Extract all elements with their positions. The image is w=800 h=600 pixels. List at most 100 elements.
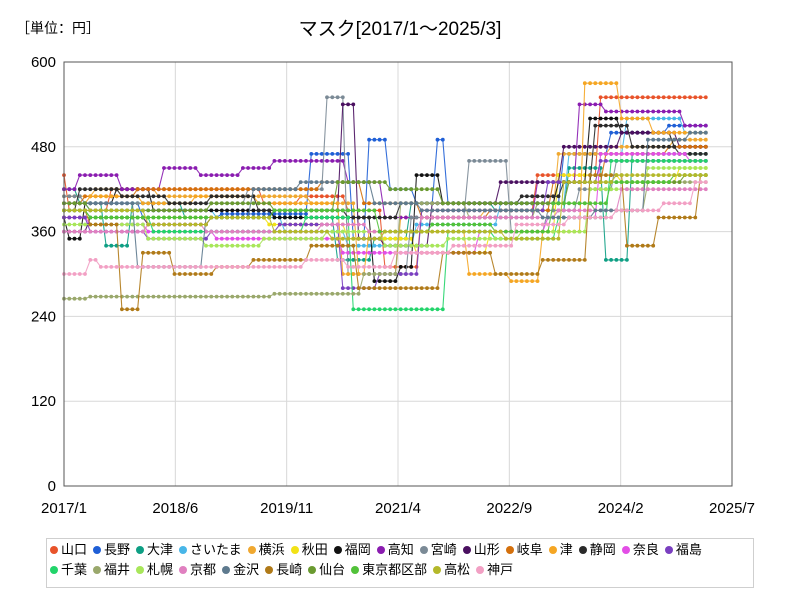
series-point xyxy=(325,243,329,248)
series-point xyxy=(604,215,608,220)
series-point xyxy=(183,222,187,227)
series-point xyxy=(109,194,114,199)
legend-label: 高知 xyxy=(387,542,414,557)
series-point xyxy=(461,236,466,241)
series-point xyxy=(230,236,235,241)
series-point xyxy=(614,159,619,163)
series-point xyxy=(667,173,671,178)
series-point xyxy=(693,137,698,142)
series-point xyxy=(104,229,108,234)
series-point xyxy=(219,229,224,234)
series-point xyxy=(572,152,577,156)
series-point xyxy=(435,222,440,227)
series-point xyxy=(120,215,124,220)
series-point xyxy=(451,236,456,241)
series-point xyxy=(120,265,124,269)
series-point xyxy=(667,95,671,100)
series-point xyxy=(277,194,282,199)
series-point xyxy=(114,294,119,299)
series-point xyxy=(304,212,308,216)
series-point xyxy=(235,173,240,178)
series-point xyxy=(393,201,398,206)
series-point xyxy=(198,194,203,199)
series-point xyxy=(214,208,219,213)
series-point xyxy=(377,265,382,269)
series-point xyxy=(688,130,692,135)
series-point xyxy=(651,173,656,178)
series-point xyxy=(188,294,193,299)
series-point xyxy=(556,222,561,227)
series-point xyxy=(262,212,266,216)
series-point xyxy=(262,236,266,241)
series-point xyxy=(677,166,682,170)
series-point xyxy=(377,272,382,276)
series-point xyxy=(314,194,319,199)
series-point xyxy=(88,294,93,299)
series-point xyxy=(477,208,482,213)
series-point xyxy=(688,95,692,100)
series-point xyxy=(451,208,456,213)
x-tick-labels: 2017/1 2018/6 2019/11 2021/4 2022/9 2024/2 202… xyxy=(41,500,755,517)
series-point xyxy=(335,194,340,199)
series-point xyxy=(309,236,314,241)
series-point xyxy=(677,95,682,100)
series-point xyxy=(183,272,187,276)
series-point xyxy=(598,95,603,100)
series-point xyxy=(146,229,151,234)
series-point xyxy=(509,215,514,220)
series-point xyxy=(467,159,471,163)
series-point xyxy=(577,258,582,262)
series-point xyxy=(93,187,98,192)
series-point xyxy=(319,201,324,206)
legend-item: 高知 xyxy=(376,540,414,560)
series-point xyxy=(398,286,403,290)
series-point xyxy=(256,294,261,299)
series-point xyxy=(151,250,156,255)
series-point xyxy=(346,201,350,206)
series-point xyxy=(656,109,661,114)
series-point xyxy=(567,173,571,178)
series-point xyxy=(272,215,277,220)
series-point xyxy=(325,208,329,213)
series-point xyxy=(156,294,161,299)
series-point xyxy=(398,265,403,269)
series-point xyxy=(325,291,329,296)
series-point xyxy=(88,258,93,262)
series-point xyxy=(388,307,393,312)
series-point xyxy=(630,173,635,178)
series-point xyxy=(293,159,298,163)
series-point xyxy=(214,236,219,241)
series-point xyxy=(120,243,124,248)
series-point xyxy=(88,201,93,206)
series-point xyxy=(77,272,82,276)
series-point xyxy=(330,159,335,163)
series-point xyxy=(188,265,193,269)
series-point xyxy=(546,258,550,262)
series-point xyxy=(640,116,645,121)
series-point xyxy=(141,250,145,255)
series-point xyxy=(251,258,256,262)
legend-marker-icon xyxy=(50,566,58,574)
series-point xyxy=(372,250,377,255)
series-point xyxy=(630,144,635,149)
legend-label: 福島 xyxy=(675,542,702,557)
series-point xyxy=(330,222,335,227)
series-point xyxy=(698,166,703,170)
series-point xyxy=(193,201,198,206)
series-point xyxy=(488,272,492,276)
series-point xyxy=(298,201,303,206)
series-point xyxy=(309,180,314,185)
series-point xyxy=(604,152,608,156)
series-point xyxy=(356,236,361,241)
series-point xyxy=(330,152,335,156)
series-point xyxy=(293,212,298,216)
series-point xyxy=(298,215,303,220)
series-point xyxy=(582,208,587,213)
series-point xyxy=(272,291,277,296)
legend-item: 福島 xyxy=(664,540,702,560)
series-point xyxy=(646,109,650,114)
series-point xyxy=(451,229,456,234)
series-point xyxy=(561,215,566,220)
series-point xyxy=(335,236,340,241)
